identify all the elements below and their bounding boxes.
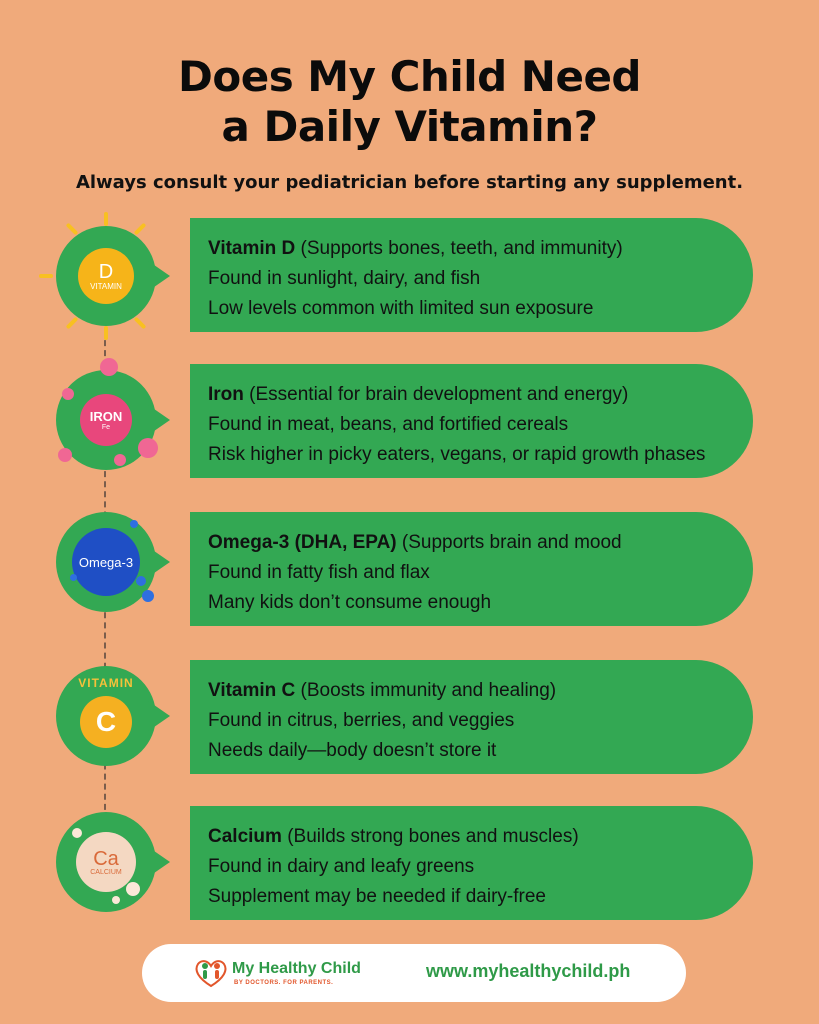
card-vitamin-c: Vitamin C (Boosts immunity and healing) … [190, 660, 753, 774]
vitamin-d-sun-icon: D VITAMIN [39, 212, 170, 340]
card-line-source: Found in dairy and leafy greens [208, 856, 475, 877]
nutrient-benefit: (Supports brain and mood [396, 532, 622, 553]
card-vitamin-d: Vitamin D (Supports bones, teeth, and im… [190, 218, 753, 332]
card-calcium: Calcium (Builds strong bones and muscles… [190, 806, 753, 920]
card-line-risk: Needs daily—body doesn’t store it [208, 740, 497, 761]
card-line-risk: Supplement may be needed if dairy-free [208, 886, 546, 907]
nutrient-name: Vitamin C [208, 680, 296, 701]
nutrient-name: Calcium [208, 826, 282, 847]
badge-main: D [98, 260, 114, 283]
nutrient-benefit: (Essential for brain development and ene… [243, 384, 629, 405]
card-omega-3: Omega-3 (DHA, EPA) (Supports brain and m… [190, 512, 753, 626]
nutrient-name: Vitamin D [208, 238, 296, 259]
nutrient-name: Iron [208, 384, 244, 405]
nutrient-benefit: (Builds strong bones and muscles) [281, 826, 579, 847]
badge-main: C [95, 706, 117, 737]
nutrient-benefit: (Boosts immunity and healing) [295, 680, 557, 701]
calcium-pearl-icon: Ca CALCIUM [56, 812, 170, 912]
card-heading: Vitamin C (Boosts immunity and healing) [208, 676, 713, 706]
card-line-source: Found in fatty fish and flax [208, 562, 430, 583]
badge-sub: Fe [101, 424, 111, 431]
card-line-source: Found in sunlight, dairy, and fish [208, 268, 481, 289]
card-heading: Iron (Essential for brain development an… [208, 380, 713, 410]
badge-sub: CALCIUM [90, 868, 122, 876]
iron-molecule-icon: IRON Fe [56, 358, 170, 470]
subtitle: Always consult your pediatrician before … [75, 172, 744, 193]
badge-main: IRON [89, 409, 123, 424]
card-line-source: Found in meat, beans, and fortified cere… [208, 414, 569, 435]
card-heading: Vitamin D (Supports bones, teeth, and im… [208, 234, 713, 264]
footer-bar: My Healthy Child BY DOCTORS. FOR PARENTS… [142, 944, 686, 1002]
website-link[interactable]: www.myhealthychild.ph [426, 961, 631, 981]
badge-sub: VITAMIN [90, 281, 122, 291]
family-heart-logo-icon [195, 960, 227, 988]
card-line-risk: Risk higher in picky eaters, vegans, or … [208, 444, 706, 465]
card-iron: Iron (Essential for brain development an… [190, 364, 753, 478]
badge-sub: VITAMIN [78, 676, 134, 690]
page-title: Does My Child Need a Daily Vitamin? [0, 52, 819, 152]
title-line-1: Does My Child Need [177, 52, 642, 101]
card-heading: Calcium (Builds strong bones and muscles… [208, 822, 713, 852]
badge-main: Ca [93, 847, 119, 870]
nutrient-benefit: (Supports bones, teeth, and immunity) [295, 238, 623, 259]
brand-name: My Healthy Child [232, 960, 361, 977]
card-heading: Omega-3 (DHA, EPA) (Supports brain and m… [208, 528, 713, 558]
omega-3-capsule-icon: Omega-3 [56, 512, 170, 612]
card-line-risk: Low levels common with limited sun expos… [208, 298, 594, 319]
card-line-risk: Many kids don’t consume enough [208, 592, 492, 613]
title-line-2: a Daily Vitamin? [221, 102, 598, 151]
badge-main: Omega-3 [78, 554, 134, 570]
brand-tagline: BY DOCTORS. FOR PARENTS. [234, 980, 334, 986]
vitamin-c-orb-icon: VITAMIN C [56, 666, 170, 766]
card-line-source: Found in citrus, berries, and veggies [208, 710, 515, 731]
nutrient-name: Omega-3 (DHA, EPA) [208, 532, 397, 553]
